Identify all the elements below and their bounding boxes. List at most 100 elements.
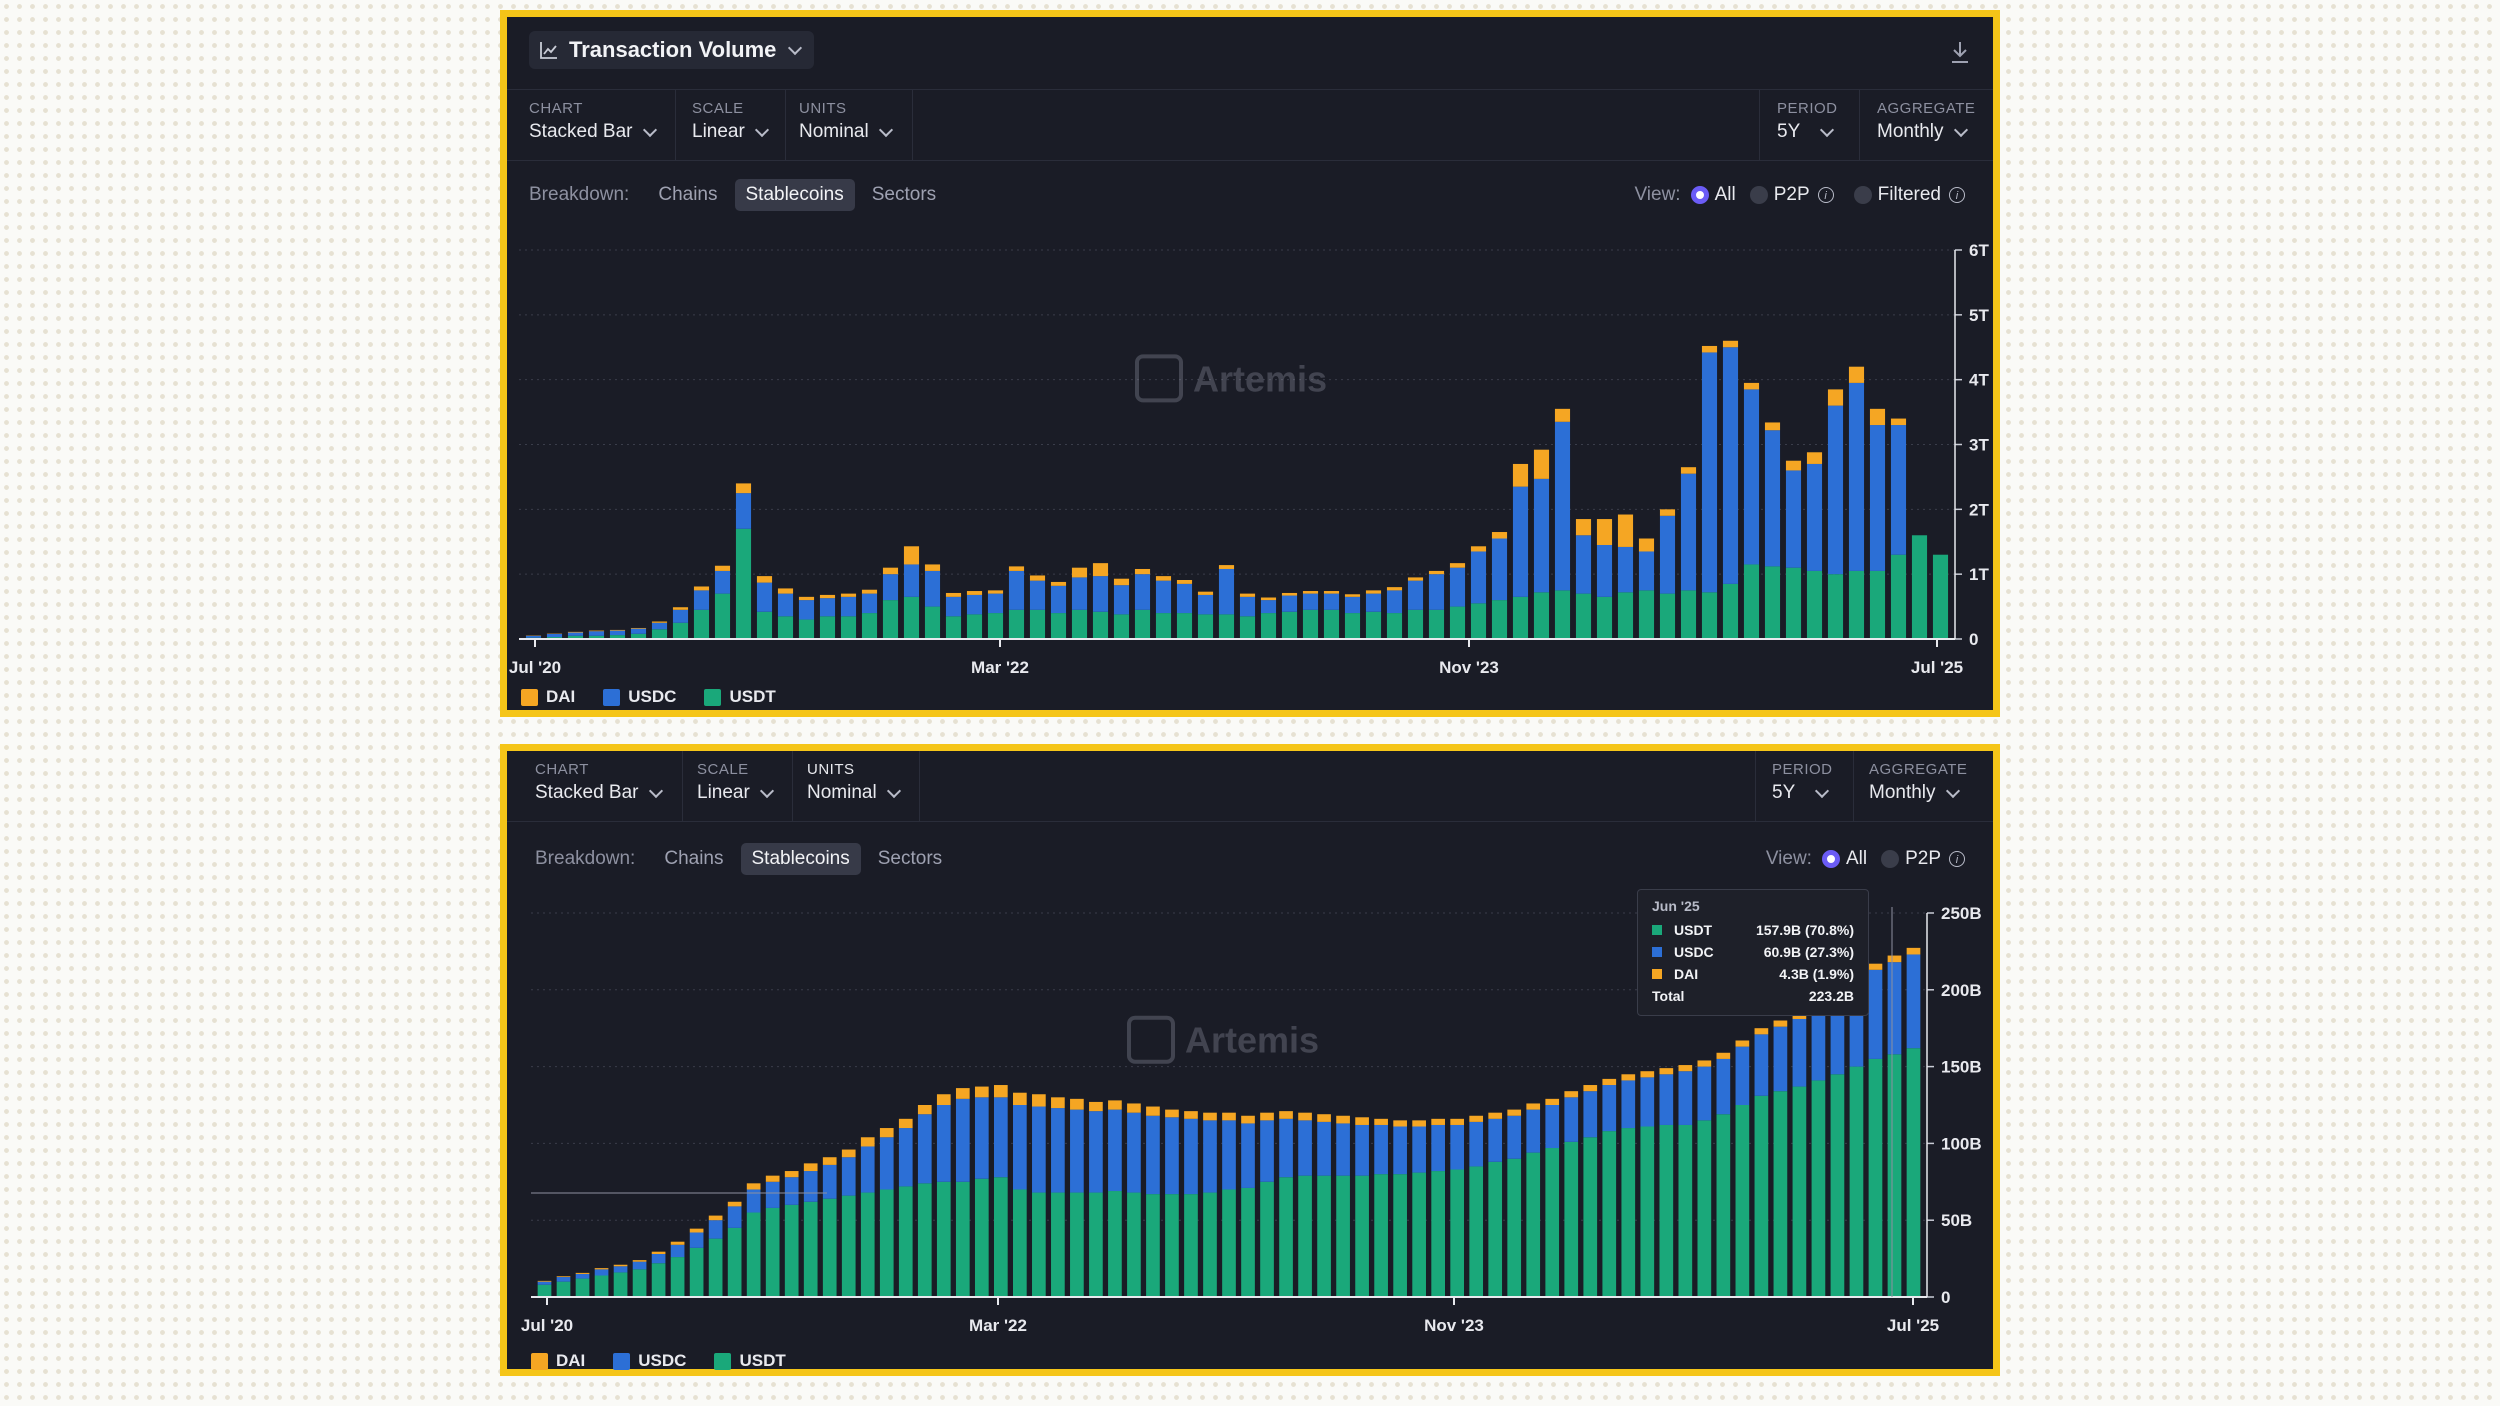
bar-usdt[interactable] [1134, 609, 1151, 639]
bar-usdt[interactable] [1697, 1120, 1712, 1297]
bar-usdc[interactable] [1554, 421, 1571, 591]
bar-usdt[interactable] [1583, 1137, 1598, 1297]
bar-usdc[interactable] [609, 630, 626, 636]
bar-usdt[interactable] [1932, 554, 1949, 639]
bar-dai[interactable] [613, 1264, 628, 1267]
bar-usdc[interactable] [1113, 585, 1130, 615]
bar-dai[interactable] [819, 594, 836, 599]
bar-usdc[interactable] [1323, 593, 1340, 610]
bar-dai[interactable] [1449, 563, 1466, 568]
bar-usdt[interactable] [1545, 1148, 1560, 1297]
bar-usdc[interactable] [1092, 576, 1109, 612]
bar-dai[interactable] [1013, 1092, 1027, 1105]
bar-usdt[interactable] [1659, 593, 1676, 639]
bar-usdc[interactable] [1089, 1111, 1103, 1193]
bar-dai[interactable] [1722, 340, 1739, 348]
bar-usdc[interactable] [1222, 1120, 1236, 1190]
bar-usdc[interactable] [1203, 1120, 1217, 1193]
bar-dai[interactable] [1071, 567, 1088, 578]
bar-dai[interactable] [1764, 422, 1781, 431]
bar-usdt[interactable] [1792, 1086, 1807, 1297]
bar-usdt[interactable] [840, 616, 857, 639]
bar-dai[interactable] [1743, 382, 1760, 390]
bar-usdc[interactable] [1134, 574, 1151, 610]
bar-usdc[interactable] [803, 1171, 818, 1202]
bar-dai[interactable] [1638, 538, 1655, 552]
info-icon[interactable]: i [1949, 851, 1965, 867]
bar-dai[interactable] [784, 1171, 799, 1178]
bar-usdt[interactable] [1013, 1189, 1027, 1297]
bar-dai[interactable] [1279, 1111, 1293, 1119]
bar-usdt[interactable] [1222, 1189, 1236, 1297]
bar-usdc[interactable] [1281, 595, 1298, 612]
bar-dai[interactable] [966, 591, 983, 595]
bar-usdt[interactable] [879, 1189, 894, 1297]
bar-usdt[interactable] [1071, 609, 1088, 639]
bar-usdc[interactable] [1848, 382, 1865, 571]
bar-dai[interactable] [1602, 1078, 1617, 1086]
bar-usdt[interactable] [765, 1207, 780, 1297]
bar-usdc[interactable] [1336, 1123, 1350, 1176]
bar-usdt[interactable] [1317, 1175, 1331, 1297]
bar-usdt[interactable] [1659, 1124, 1674, 1297]
bar-usdt[interactable] [672, 622, 689, 639]
bar-usdt[interactable] [1868, 1058, 1883, 1297]
bar-usdc[interactable] [898, 1128, 913, 1187]
bar-dai[interactable] [714, 565, 731, 571]
view-all-radio[interactable] [1690, 186, 1709, 204]
bar-usdc[interactable] [1890, 425, 1907, 555]
bar-dai[interactable] [1887, 955, 1902, 963]
bar-usdt[interactable] [903, 596, 920, 639]
bar-dai[interactable] [556, 1276, 571, 1278]
bar-usdc[interactable] [974, 1097, 989, 1179]
bar-usdc[interactable] [765, 1181, 780, 1208]
bar-dai[interactable] [1355, 1117, 1369, 1125]
bar-usdt[interactable] [1260, 1181, 1274, 1297]
bar-usdt[interactable] [1092, 611, 1109, 639]
bar-usdc[interactable] [1449, 567, 1466, 607]
bar-dai[interactable] [1621, 1074, 1636, 1081]
bar-dai[interactable] [898, 1118, 913, 1129]
bar-dai[interactable] [1491, 532, 1508, 539]
bar-dai[interactable] [651, 1251, 666, 1254]
scale-select[interactable]: SCALE Linear [697, 751, 774, 821]
bar-usdc[interactable] [966, 594, 983, 615]
bar-usdt[interactable] [1911, 535, 1928, 639]
bar-dai[interactable] [1428, 570, 1445, 575]
bar-usdc[interactable] [1575, 535, 1592, 594]
bar-usdc[interactable] [1279, 1118, 1293, 1178]
bar-usdc[interactable] [1470, 551, 1487, 604]
bar-usdt[interactable] [1491, 600, 1508, 639]
bar-dai[interactable] [1617, 514, 1634, 547]
bar-dai[interactable] [1701, 345, 1718, 353]
bar-usdc[interactable] [1512, 486, 1529, 597]
bar-usdt[interactable] [1470, 603, 1487, 639]
bar-dai[interactable] [1785, 460, 1802, 471]
bar-dai[interactable] [1533, 449, 1550, 479]
bar-usdt[interactable] [1811, 1080, 1826, 1297]
bar-usdt[interactable] [1764, 566, 1781, 639]
bar-usdc[interactable] [1716, 1058, 1731, 1115]
bar-usdc[interactable] [567, 632, 584, 636]
bar-dai[interactable] [693, 586, 710, 591]
bar-usdt[interactable] [1176, 613, 1193, 639]
bar-dai[interactable] [1222, 1112, 1236, 1121]
bar-dai[interactable] [803, 1163, 818, 1172]
bar-usdt[interactable] [1032, 1192, 1046, 1297]
bar-dai[interactable] [777, 588, 794, 594]
bar-dai[interactable] [822, 1157, 837, 1165]
bar-dai[interactable] [1488, 1112, 1503, 1119]
bar-dai[interactable] [630, 627, 647, 629]
bar-usdt[interactable] [1050, 613, 1067, 639]
bar-usdc[interactable] [1869, 425, 1886, 571]
aggregate-select[interactable]: AGGREGATE Monthly [1869, 751, 1967, 821]
bar-usdt[interactable] [1554, 590, 1571, 639]
bar-usdt[interactable] [1431, 1171, 1445, 1297]
bar-dai[interactable] [756, 576, 773, 583]
bar-usdc[interactable] [1407, 580, 1424, 610]
bar-dai[interactable] [1596, 519, 1613, 545]
bar-usdt[interactable] [756, 611, 773, 639]
bar-usdt[interactable] [1754, 1095, 1769, 1297]
bar-usdt[interactable] [987, 613, 1004, 639]
bar-usdc[interactable] [1621, 1080, 1636, 1129]
